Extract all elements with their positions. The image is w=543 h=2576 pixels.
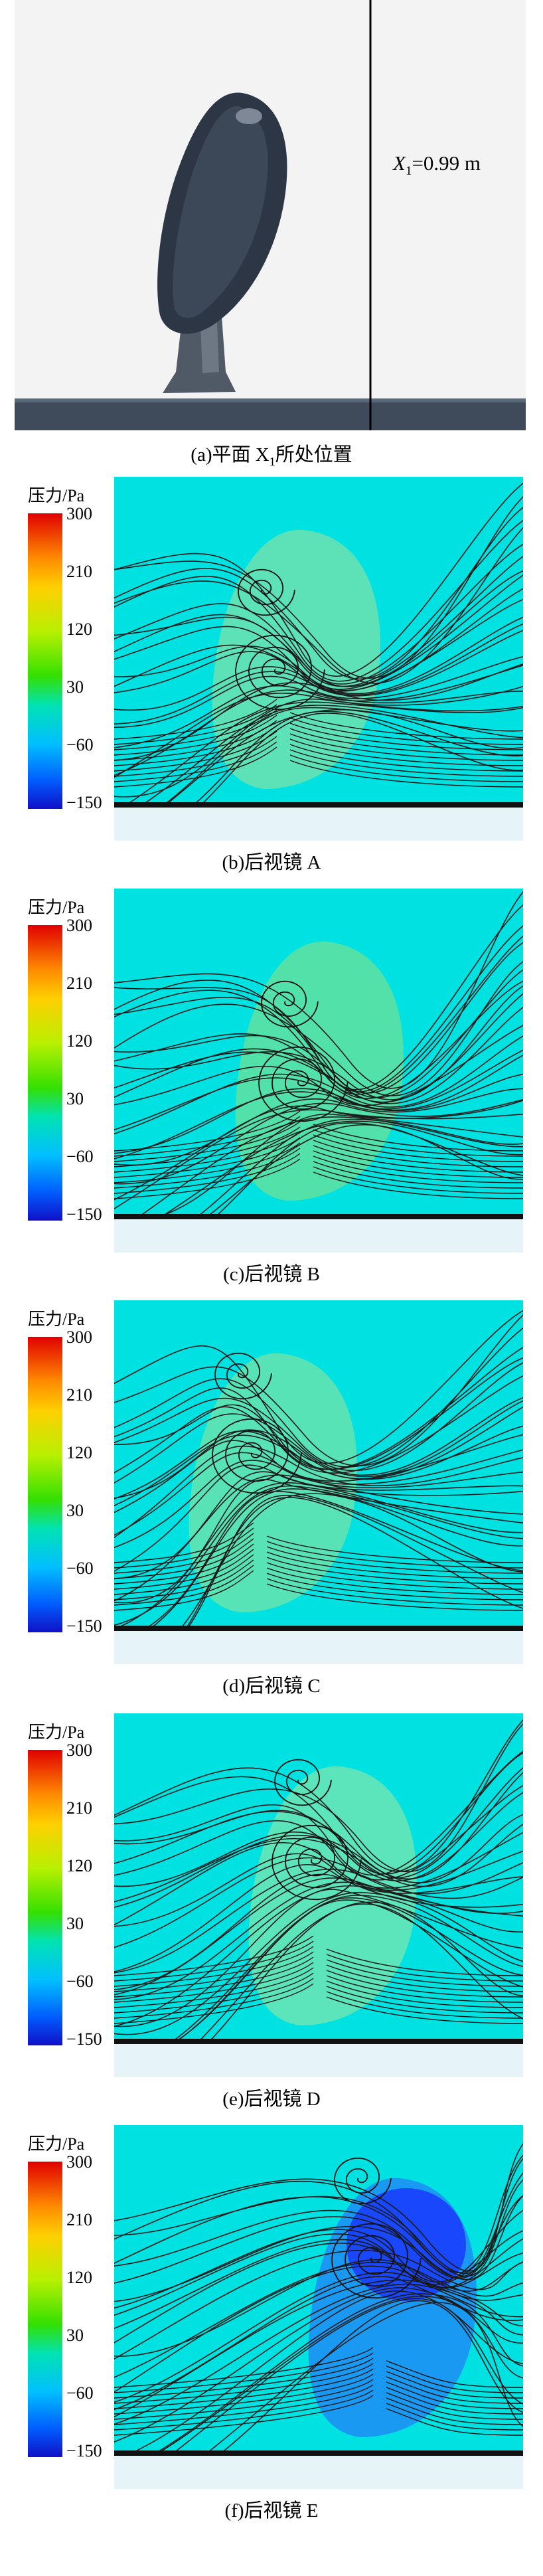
colorbar-tick: −150: [66, 1616, 102, 1636]
flow-panel-1: 压力/Pa 300 210 120 30 −60 −150 (b)后视镜 A: [0, 477, 543, 875]
flow-panel-4: 压力/Pa 300 210 120 30 −60 −150 (e)后视镜 D: [0, 1713, 543, 2112]
figure-a-render: [0, 0, 543, 438]
colorbar-tick: 210: [66, 562, 92, 581]
panel-caption: (e)后视镜 D: [222, 2089, 321, 2110]
flow-field: [114, 477, 523, 841]
colorbar-tick: 30: [66, 1914, 84, 1933]
colorbar-tick: 300: [66, 1328, 92, 1347]
flow-field: [114, 889, 523, 1252]
colorbar-tick: 120: [66, 1856, 92, 1875]
figure-a: X1=0.99 m (a)平面 X1所处位置: [0, 0, 543, 491]
colorbar: [28, 1750, 62, 2045]
flow-field: [114, 1713, 523, 2077]
flow-panel-2: 压力/Pa 300 210 120 30 −60 −150 (c)后视镜 B: [0, 889, 543, 1287]
colorbar-tick: 210: [66, 2210, 92, 2229]
colorbar-tick: 300: [66, 2152, 92, 2172]
colorbar-tick: 30: [66, 677, 84, 697]
colorbar-tick: 120: [66, 1443, 92, 1462]
panel-caption: (d)后视镜 C: [222, 1675, 321, 1697]
colorbar: [28, 2162, 62, 2457]
flow-field: [114, 2125, 523, 2489]
colorbar-tick: 300: [66, 916, 92, 935]
colorbar-tick: −60: [66, 735, 94, 754]
streamline-plot: [114, 477, 523, 841]
colorbar-title: 压力/Pa: [28, 2134, 85, 2154]
colorbar-tick: 120: [66, 2268, 92, 2287]
colorbar-tick: 210: [66, 1798, 92, 1818]
colorbar: [28, 1337, 62, 1632]
colorbar-tick: 210: [66, 1385, 92, 1405]
colorbar-tick: −60: [66, 1559, 94, 1578]
panel-caption: (c)后视镜 B: [223, 1264, 320, 1285]
colorbar-tick: 30: [66, 2326, 84, 2345]
flow-field: [114, 1300, 523, 1664]
panel-caption: (b)后视镜 A: [222, 852, 321, 873]
panel-caption: (f)后视镜 E: [224, 2500, 319, 2522]
colorbar-tick: 120: [66, 1031, 92, 1051]
colorbar-tick: 210: [66, 974, 92, 993]
streamline-plot: [114, 2125, 523, 2489]
colorbar-tick: −60: [66, 2383, 94, 2403]
plane-label: X1=0.99 m: [393, 151, 481, 179]
streamline-plot: [114, 1300, 523, 1664]
colorbar-tick: −60: [66, 1147, 94, 1166]
colorbar-tick: 120: [66, 620, 92, 639]
colorbar-title: 压力/Pa: [28, 898, 85, 917]
colorbar-title: 压力/Pa: [28, 1310, 85, 1329]
colorbar-tick: −150: [66, 2441, 102, 2460]
colorbar-tick: 300: [66, 1741, 92, 1760]
colorbar-title: 压力/Pa: [28, 1723, 85, 1742]
colorbar-tick: 30: [66, 1089, 84, 1108]
flow-panel-3: 压力/Pa 300 210 120 30 −60 −150 (d)后视镜 C: [0, 1300, 543, 1699]
caption-a: (a)平面 X1所处位置: [191, 444, 352, 468]
colorbar-tick: −150: [66, 2029, 102, 2049]
streamline-plot: [114, 1713, 523, 2077]
flow-panel-5: 压力/Pa 300 210 120 30 −60 −150 (f)后视镜 E: [0, 2125, 543, 2524]
colorbar: [28, 513, 62, 809]
colorbar-tick: 300: [66, 504, 92, 523]
colorbar: [28, 925, 62, 1221]
colorbar-tick: −150: [66, 793, 102, 812]
colorbar-tick: −60: [66, 1972, 94, 1991]
colorbar-title: 压力/Pa: [28, 486, 85, 505]
colorbar-tick: 30: [66, 1501, 84, 1520]
streamline-plot: [114, 889, 523, 1252]
colorbar-tick: −150: [66, 1205, 102, 1224]
